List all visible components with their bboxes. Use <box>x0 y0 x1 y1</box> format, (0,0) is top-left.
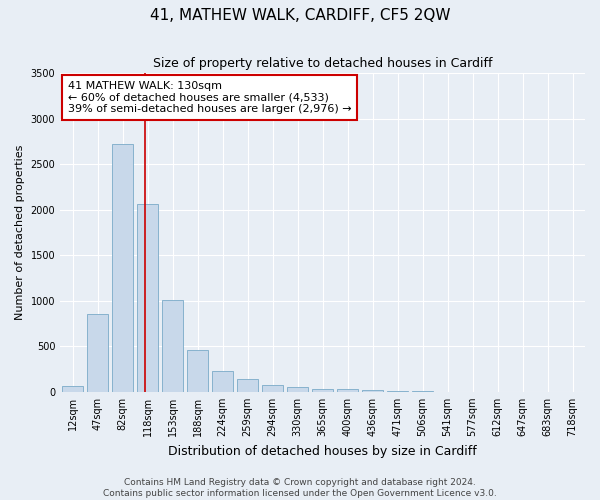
Bar <box>187 350 208 392</box>
Text: Contains HM Land Registry data © Crown copyright and database right 2024.
Contai: Contains HM Land Registry data © Crown c… <box>103 478 497 498</box>
Bar <box>212 371 233 392</box>
Bar <box>112 144 133 392</box>
Bar <box>287 387 308 392</box>
Bar <box>387 391 408 392</box>
Y-axis label: Number of detached properties: Number of detached properties <box>15 144 25 320</box>
Text: 41, MATHEW WALK, CARDIFF, CF5 2QW: 41, MATHEW WALK, CARDIFF, CF5 2QW <box>150 8 450 22</box>
Bar <box>312 388 333 392</box>
X-axis label: Distribution of detached houses by size in Cardiff: Distribution of detached houses by size … <box>168 444 477 458</box>
Bar <box>162 300 183 392</box>
Bar <box>337 390 358 392</box>
Bar <box>262 386 283 392</box>
Bar <box>237 378 258 392</box>
Bar <box>87 314 108 392</box>
Bar <box>362 390 383 392</box>
Text: 41 MATHEW WALK: 130sqm
← 60% of detached houses are smaller (4,533)
39% of semi-: 41 MATHEW WALK: 130sqm ← 60% of detached… <box>68 81 352 114</box>
Bar <box>137 204 158 392</box>
Bar <box>62 386 83 392</box>
Title: Size of property relative to detached houses in Cardiff: Size of property relative to detached ho… <box>153 58 493 70</box>
